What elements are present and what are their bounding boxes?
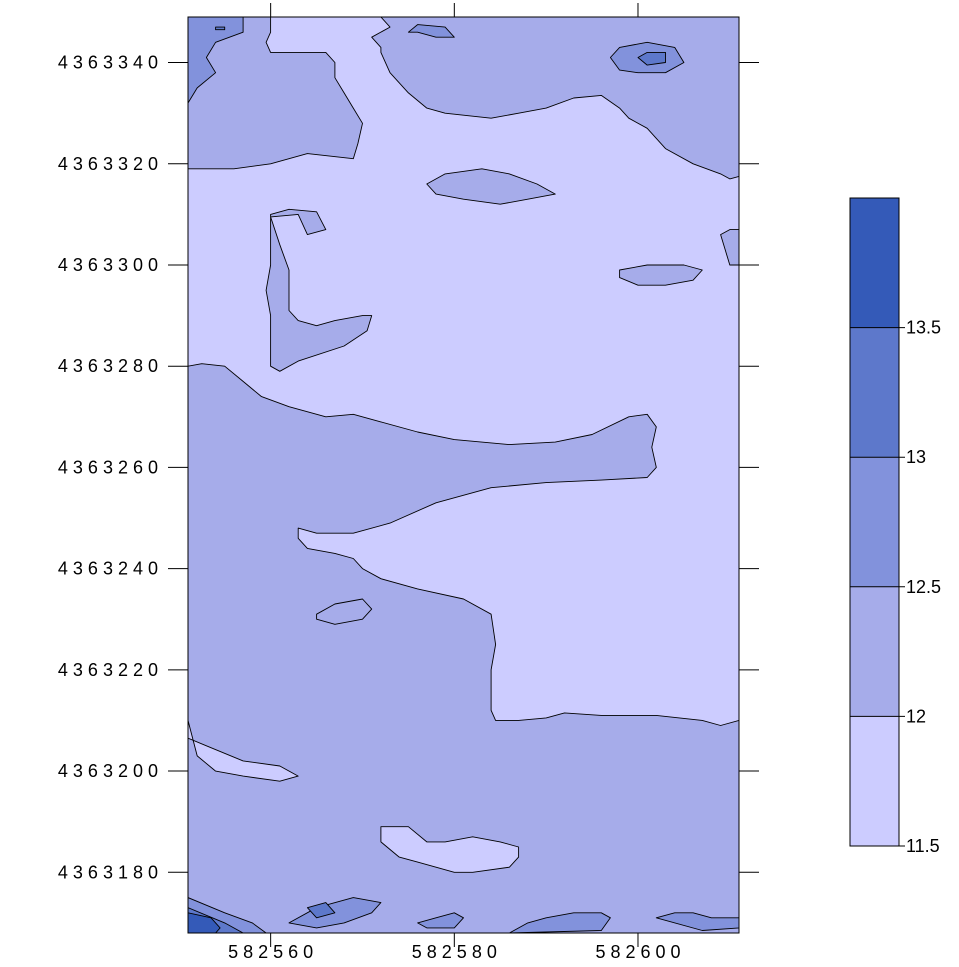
legend-swatch (850, 586, 899, 717)
contour-region-level-1 (188, 17, 363, 170)
plot-frame (187, 16, 740, 934)
legend-label: 12 (906, 706, 926, 726)
x-tick-label: 5 8 2 6 0 0 (595, 942, 680, 962)
legend-swatch (850, 457, 899, 587)
contour-region-level-2 (655, 912, 739, 931)
contour-region-level-3 (306, 902, 336, 919)
y-tick-label: 4 3 6 3 2 4 0 (58, 559, 158, 579)
contour-region-level-2 (508, 912, 611, 933)
contour-region-level-1 (188, 363, 739, 933)
y-tick-label: 4 3 6 3 1 8 0 (58, 862, 158, 882)
legend-swatch (850, 327, 899, 458)
y-tick-label: 4 3 6 3 2 6 0 (58, 457, 158, 477)
contour-region-level-1 (720, 229, 739, 266)
contour-region-level-2 (407, 24, 455, 38)
legend-swatch (850, 198, 899, 328)
legend-label: 13.5 (906, 318, 941, 338)
contour-region-level-1 (316, 598, 373, 625)
y-tick-label: 4 3 6 3 2 2 0 (58, 660, 158, 680)
y-tick-label: 4 3 6 3 3 4 0 (58, 53, 158, 73)
y-tick-label: 4 3 6 3 3 0 0 (58, 255, 158, 275)
contour-region-level-3 (637, 51, 666, 66)
legend-label: 12.5 (906, 577, 941, 597)
legend-label: 13 (906, 447, 926, 467)
y-tick-label: 4 3 6 3 3 2 0 (58, 154, 158, 174)
y-tick-label: 4 3 6 3 2 0 0 (58, 761, 158, 781)
contour-region-level-0 (188, 719, 299, 782)
plot-area (187, 16, 740, 934)
contour-region-level-3 (215, 26, 226, 31)
contour-region-level-1 (619, 264, 703, 286)
axes: 4 3 6 3 1 8 0 4 3 6 3 2 0 0 4 3 6 3 2 2 0 4… (58, 3, 759, 962)
contour-region-level-0 (380, 826, 520, 873)
legend-label: 11.5 (906, 836, 940, 856)
contour-region-level-4 (188, 912, 221, 933)
x-tick-label: 5 8 2 5 6 0 (228, 942, 313, 962)
contour-region-level-1 (426, 168, 556, 205)
legend-swatch (850, 716, 899, 846)
contour-region-level-2 (417, 912, 464, 929)
legend: 11.5 12 12.5 13 13.5 (849, 197, 941, 856)
y-tick-label: 4 3 6 3 2 8 0 (58, 356, 158, 376)
contour-region-level-1 (265, 208, 373, 372)
contour-region-level-2 (188, 17, 244, 104)
x-tick-label: 5 8 2 5 8 0 (412, 942, 497, 962)
